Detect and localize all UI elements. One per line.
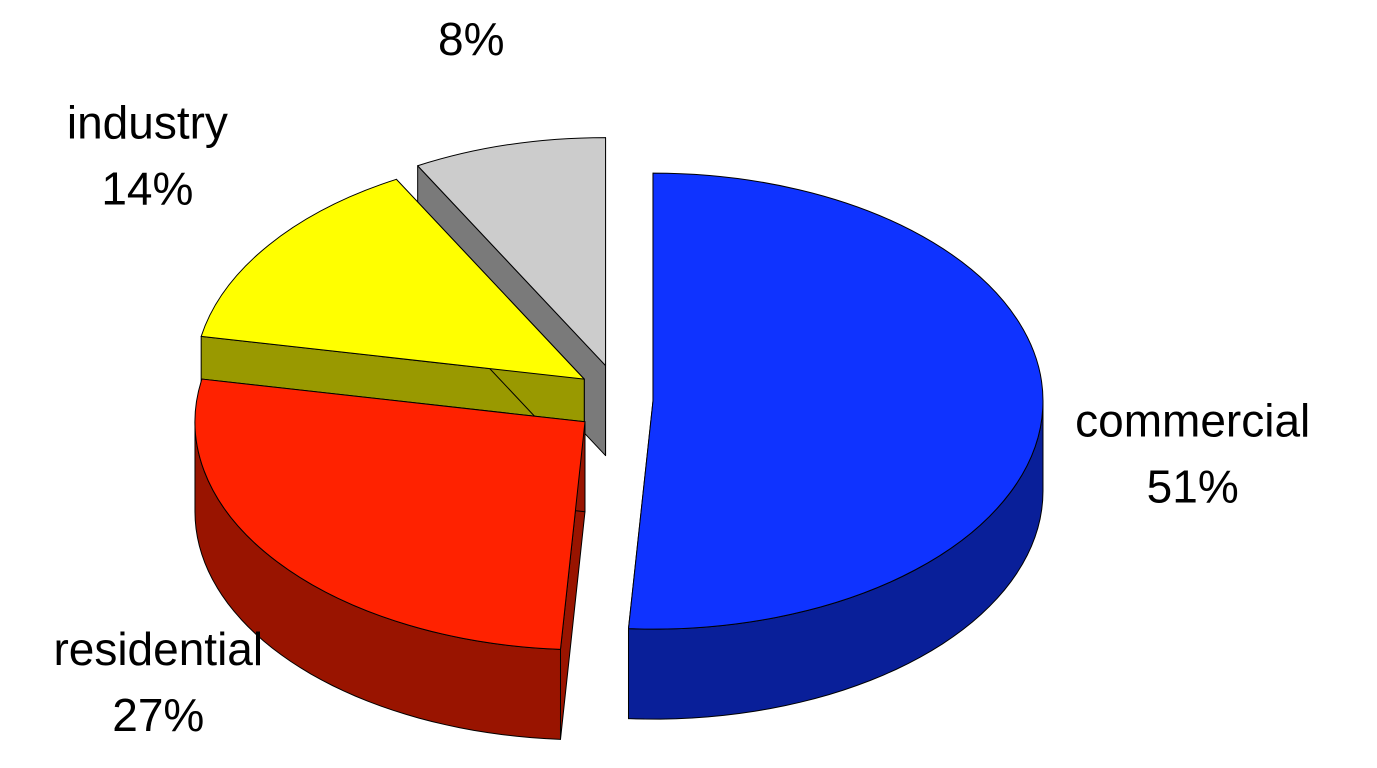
slice-value: 14% [101,163,193,215]
slice-label: outdoor8% [393,0,549,65]
slice-value: 27% [112,689,204,741]
slice-value: 51% [1147,460,1239,512]
slice-label: industry 14% [67,97,228,215]
slice [194,378,586,740]
slice-top [194,378,586,650]
slice-name: commercial [1075,394,1310,446]
slice-name: industry [67,97,228,149]
slice-top [417,137,607,367]
slice-name: residential [53,623,263,675]
slice-label: residential 27% [53,623,263,741]
slice-top [627,172,1044,630]
slice-value: 8% [438,13,504,65]
slice [627,172,1044,720]
slice-label: commercial 51% [1075,394,1310,512]
slice-top [200,178,585,380]
